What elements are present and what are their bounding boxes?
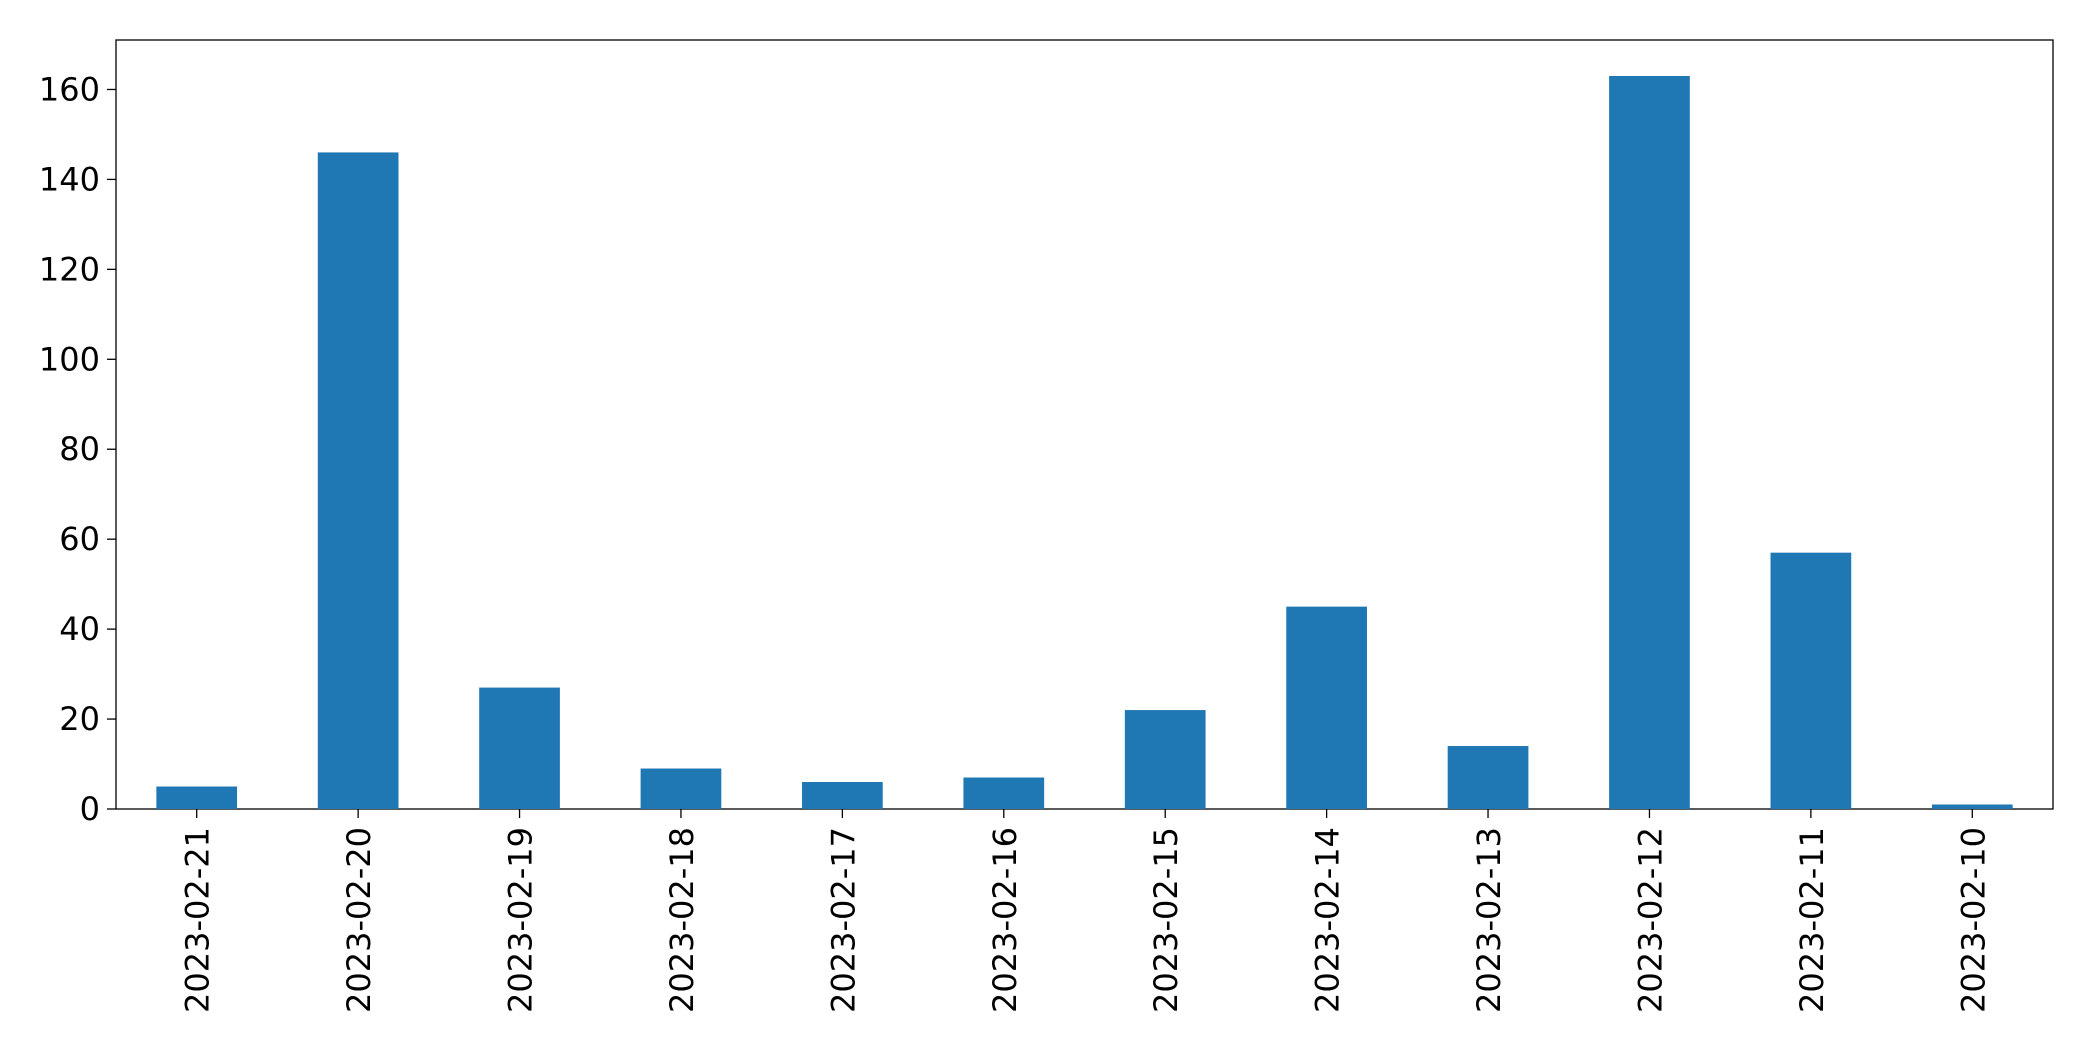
y-tick-label: 160	[39, 70, 100, 108]
x-tick-label: 2023-02-18	[663, 827, 701, 1013]
bar	[1124, 710, 1206, 809]
y-tick-label: 80	[59, 430, 100, 468]
x-tick-label: 2023-02-20	[340, 827, 378, 1013]
bar	[317, 152, 399, 810]
y-tick-label: 100	[39, 340, 100, 378]
x-tick-label: 2023-02-21	[179, 827, 217, 1013]
y-tick-label: 120	[39, 250, 100, 288]
bar	[156, 786, 238, 809]
bar	[1286, 606, 1367, 809]
bar	[1931, 804, 2013, 809]
x-tick-label: 2023-02-14	[1309, 827, 1347, 1013]
x-tick-label: 2023-02-19	[502, 827, 540, 1013]
plot-frame	[115, 39, 2054, 810]
bar	[1447, 746, 1529, 809]
bar	[1609, 75, 1690, 809]
y-tick-label: 0	[80, 790, 100, 828]
y-tick-label: 20	[59, 700, 100, 738]
bar	[802, 782, 883, 809]
bar	[1770, 552, 1852, 809]
x-tick-label: 2023-02-16	[986, 827, 1024, 1013]
x-tick-label: 2023-02-12	[1631, 827, 1669, 1013]
y-tick-label: 140	[39, 160, 100, 198]
y-tick-label: 40	[59, 610, 100, 648]
x-tick-label: 2023-02-15	[1147, 827, 1185, 1013]
x-tick-label: 2023-02-10	[1954, 827, 1992, 1013]
bar	[479, 687, 560, 809]
y-tick-label: 60	[59, 520, 100, 558]
x-tick-label: 2023-02-11	[1793, 827, 1831, 1013]
bar	[640, 768, 722, 809]
bar	[963, 777, 1045, 809]
x-tick-label: 2023-02-17	[824, 827, 862, 1013]
x-tick-label: 2023-02-13	[1470, 827, 1508, 1013]
